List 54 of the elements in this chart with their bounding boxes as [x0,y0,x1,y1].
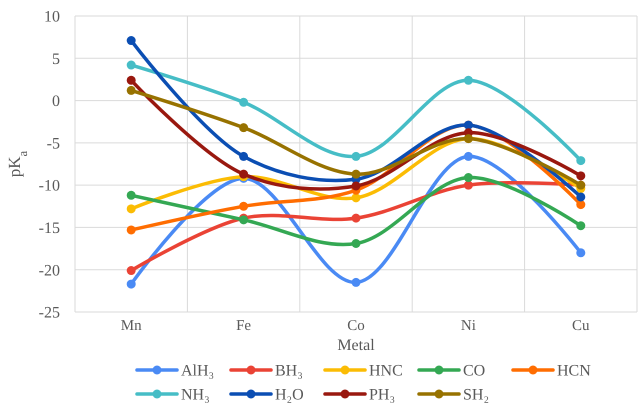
legend-label: SH₂ [463,386,490,404]
point [126,266,136,276]
point [126,76,136,85]
point [126,225,136,234]
legend-label: NH₃ [181,386,210,404]
point [239,98,248,107]
y-tick-label: -20 [38,262,60,280]
point [239,202,248,211]
point [352,152,360,161]
point [464,180,473,190]
point [126,280,136,289]
point [239,152,248,161]
legend-label: PH₃ [369,386,396,404]
point [576,200,586,210]
x-tick-label: Mn [120,318,142,334]
y-tick-label: 5 [52,50,60,68]
legend-label: HNC [369,362,403,380]
legend-label: AlH₃ [181,362,214,380]
point [352,214,360,223]
point [352,193,360,202]
point [464,173,473,182]
y-tick-label: 0 [52,93,60,110]
legend-label: CO [463,362,486,380]
point [126,86,136,95]
y-tick-label: -10 [38,178,60,195]
point [464,76,473,85]
point [126,36,136,46]
point [576,221,586,230]
point [352,278,360,287]
point [576,156,586,166]
legend-label: HCN [557,362,592,380]
x-tick-label: Co [347,318,365,334]
y-tick-label: 10 [44,8,60,26]
point [239,170,248,179]
y-tick-label: -5 [46,135,60,152]
legend-label: H₂O [275,386,304,404]
y-tick-label: -25 [38,304,60,322]
legend-label: BH₃ [275,362,303,380]
point [352,238,360,248]
x-tick-label: Ni [460,318,476,334]
point [464,152,473,161]
point [239,123,248,132]
point [126,60,136,70]
point [352,181,360,190]
point [576,248,586,258]
point [576,192,586,202]
y-tick-label: -15 [38,220,60,238]
point [126,190,136,200]
x-axis-title: Metal [337,337,376,354]
point [352,170,360,179]
point [576,171,586,180]
x-tick-label: Fe [236,318,252,334]
x-tick-label: Cu [572,318,590,334]
point [126,204,136,214]
